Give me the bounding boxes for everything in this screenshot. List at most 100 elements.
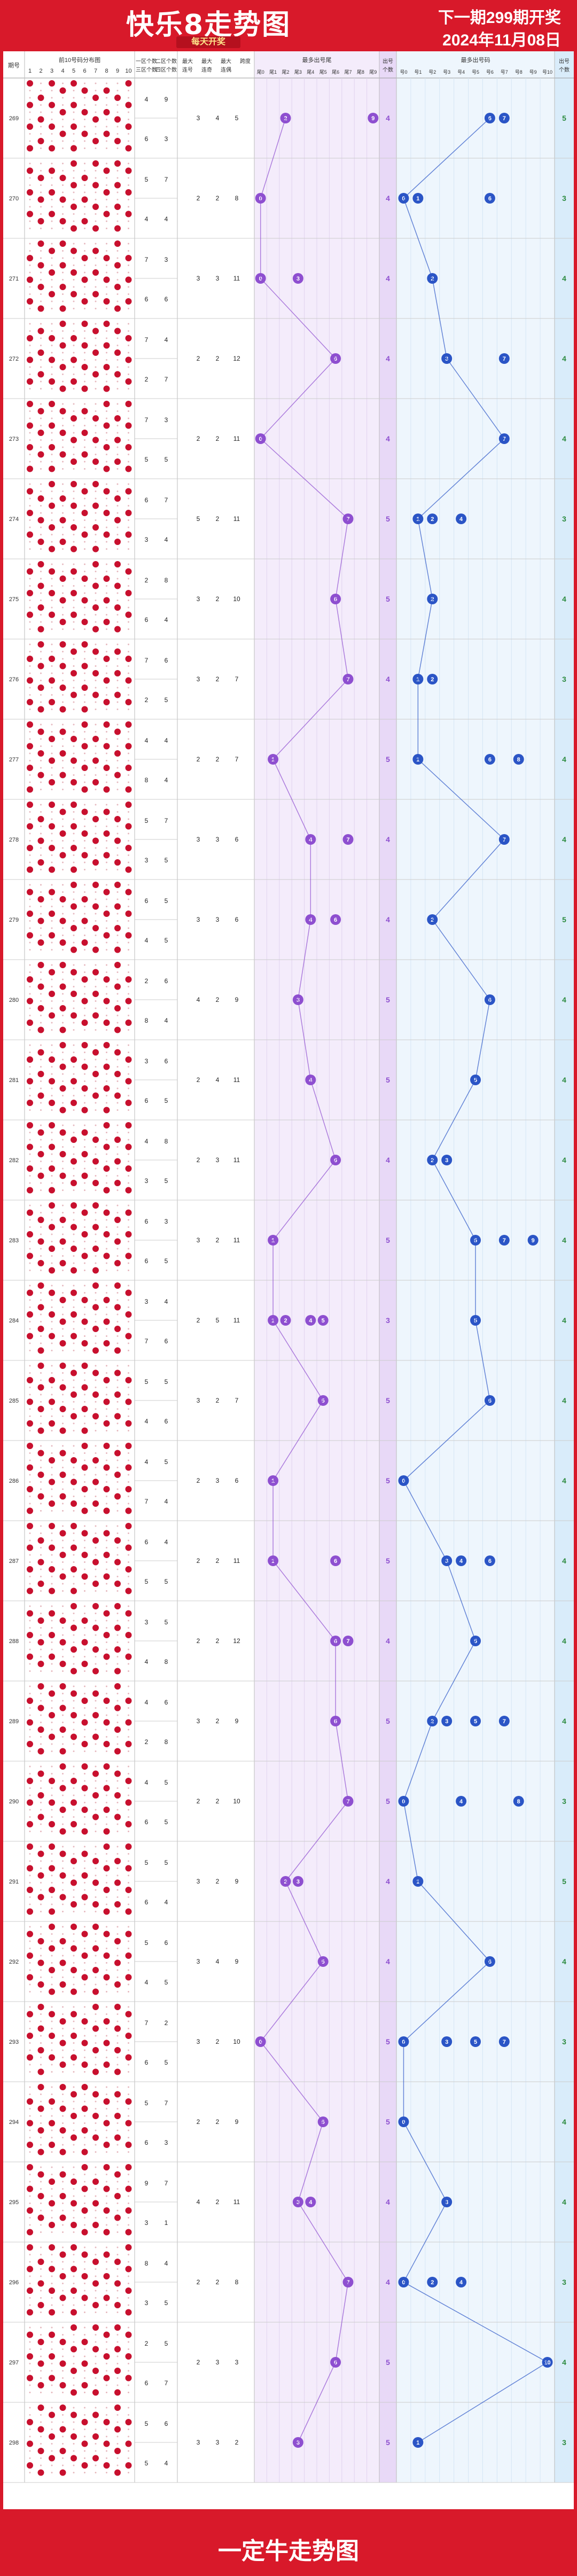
distribution-ball [114,648,121,655]
distribution-dot [128,133,129,135]
distribution-dot [106,672,107,674]
zone-count: 5 [145,1859,149,1866]
header-zone-1: 一区个数 [136,58,157,65]
distribution-dot [116,1547,119,1548]
distribution-dot [40,1000,42,1002]
distribution-dot [116,337,119,339]
distribution-dot [73,1387,75,1388]
distribution-dot [84,2429,85,2430]
distribution-ball [125,356,132,363]
distribution-ball [49,1967,55,1973]
distribution-dot [40,651,42,652]
distribution-dot [84,1139,85,1141]
distribution-dot [73,1285,75,1287]
number-ball-label: 8 [517,1799,520,1805]
zone-count: 6 [165,1939,168,1947]
zone-count: 4 [165,2460,168,2467]
distribution-ball [49,269,55,276]
distribution-ball [27,211,33,217]
distribution-dot [51,1387,53,1388]
distribution-ball [92,349,99,356]
distribution-ball [71,757,77,764]
distribution-dot [29,1831,31,1832]
distribution-dot [84,694,85,696]
distribution-ball [49,211,55,217]
distribution-ball [49,2411,55,2418]
distribution-ball [92,95,99,101]
distribution-ball [59,2171,66,2178]
stat-value: 2 [197,1557,200,1565]
distribution-dot [51,1452,53,1454]
distribution-dot [84,271,85,274]
distribution-dot [116,213,119,215]
distribution-dot [29,1809,31,1811]
distribution-dot [84,1969,85,1971]
zone-count: 7 [165,176,168,183]
distribution-ball [81,2040,88,2046]
distribution-dot [62,1627,64,1629]
distribution-ball [103,1653,110,1660]
distribution-dot [62,884,64,886]
distribution-dot [62,1539,64,1542]
distribution-dot [51,1700,53,1702]
distribution-dot [62,1802,64,1803]
distribution-ball [114,2171,121,2178]
issue-label: 281 [9,1077,19,1084]
distribution-dot [40,672,42,674]
distribution-dot [51,257,53,259]
distribution-ball [125,1209,132,1216]
distribution-ball [27,1544,33,1551]
distribution-dot [116,1532,119,1534]
distribution-dot [73,1007,75,1009]
distribution-ball [125,1653,132,1660]
stat-value: 2 [197,756,200,763]
distribution-dot [128,2283,129,2284]
distribution-dot [51,133,53,135]
distribution-ball [114,2404,121,2411]
distribution-dot [51,220,53,222]
distribution-ball [114,116,121,123]
distribution-dot [106,2071,107,2073]
distribution-ball [92,561,99,567]
distribution-ball [103,2462,110,2469]
distribution-ball [103,1507,110,1514]
distribution-ball [92,371,99,378]
distribution-dot [84,2137,85,2138]
distribution-dot [95,789,97,790]
issue-label: 289 [9,1718,19,1725]
distribution-dot [128,2028,129,2029]
distribution-dot [116,1292,119,1294]
header-zone-4: 四区个数 [155,66,177,73]
distribution-ball [114,1603,121,1609]
distribution-dot [95,1255,97,1257]
distribution-dot [84,884,85,886]
distribution-dot [128,373,129,375]
distribution-dot [128,781,129,783]
distribution-dot [40,2166,42,2168]
distribution-ball [81,488,88,495]
distribution-dot [116,1736,119,1738]
distribution-ball [59,917,66,924]
distribution-dot [116,177,119,179]
stat-value: 6 [235,1477,239,1484]
stat-value: 2 [197,1076,200,1084]
distribution-ball [125,1231,132,1238]
distribution-dot [51,410,53,412]
distribution-ball [59,983,66,990]
distribution-dot [116,745,119,747]
distribution-dot [95,1867,97,1869]
distribution-ball [81,896,88,902]
header-distribution: 前10号码分布图 [59,56,100,64]
distribution-dot [29,1561,31,1563]
distribution-dot [106,140,107,142]
distribution-dot [62,927,64,929]
distribution-ball [92,2433,99,2440]
number-ball-label: 0 [402,2279,405,2286]
distribution-dot [29,752,31,754]
distribution-dot [40,2348,42,2350]
distribution-dot [128,1583,129,1585]
distribution-dot [62,1467,64,1468]
tail-ball [317,1315,329,1326]
distribution-ball [59,1042,66,1048]
trend-table: 期号 前10号码分布图 1 2 3 4 5 6 7 8 9 10 一区个数 三区个数 二区个数 四区个数 最大连… [3,51,574,2509]
